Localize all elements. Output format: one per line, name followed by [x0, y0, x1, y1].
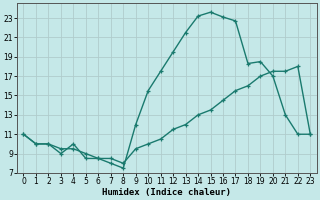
X-axis label: Humidex (Indice chaleur): Humidex (Indice chaleur) — [102, 188, 231, 197]
